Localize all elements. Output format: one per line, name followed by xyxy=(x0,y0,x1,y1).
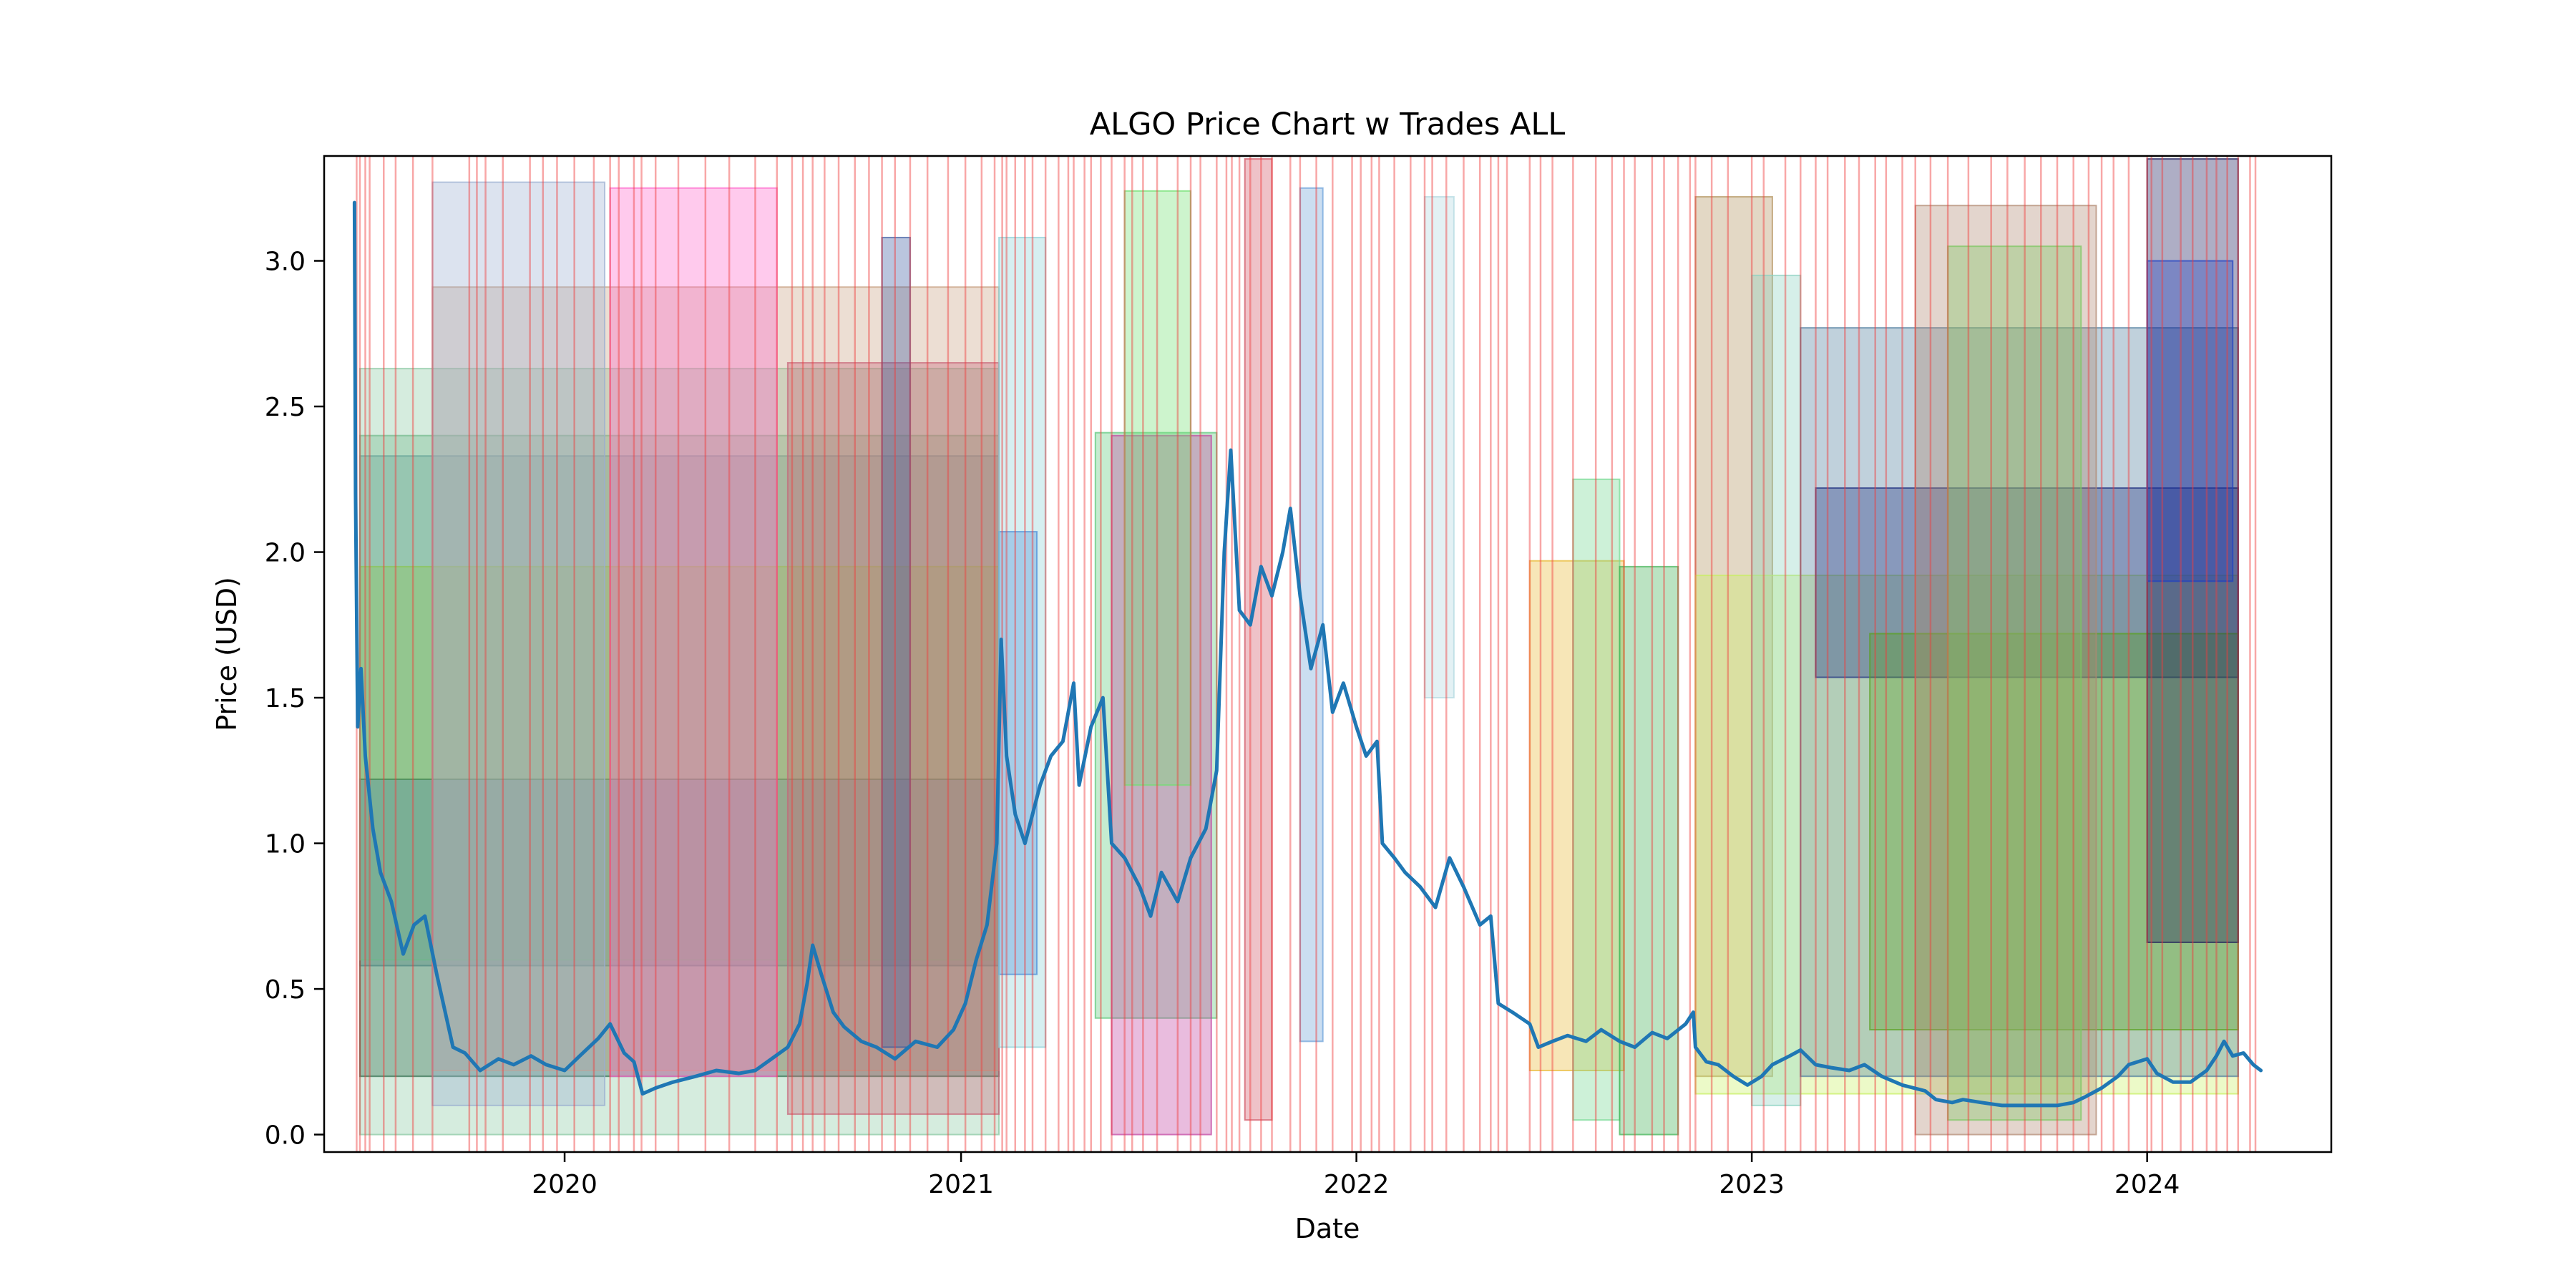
y-tick-label: 0.5 xyxy=(265,975,306,1005)
y-axis: 0.0 0.5 1.0 1.5 2.0 2.5 3.0 xyxy=(265,248,324,1151)
trade-box xyxy=(1947,245,2082,1121)
trade-box xyxy=(358,779,1000,1078)
y-tick-label: 1.0 xyxy=(265,830,306,859)
trade-box xyxy=(358,565,1000,781)
trade-box xyxy=(998,236,1047,1048)
trade-box xyxy=(1423,195,1455,699)
trade-box xyxy=(1800,327,2239,1078)
trade-box xyxy=(431,181,606,1106)
price-line xyxy=(352,200,2263,1108)
trade-box xyxy=(1094,431,1218,1019)
trade-box xyxy=(1572,478,1621,1121)
trade-box xyxy=(786,361,1000,1116)
y-tick-label: 0.0 xyxy=(265,1121,306,1151)
x-tick-label: 2021 xyxy=(928,1170,994,1199)
plot-frame xyxy=(323,155,2333,1153)
trade-boxes-layer xyxy=(358,158,2239,1136)
trade-box xyxy=(1751,274,1802,1106)
trade-box xyxy=(1619,565,1679,1136)
x-tick-label: 2023 xyxy=(1719,1170,1785,1199)
chart-title: ALGO Price Chart w Trades ALL xyxy=(1090,107,1566,142)
trade-box xyxy=(1694,195,1773,1078)
trade-box xyxy=(358,368,1000,1136)
trade-box xyxy=(1815,487,2239,678)
trade-box xyxy=(1914,205,2097,1136)
y-tick-label: 3.0 xyxy=(265,248,306,277)
x-tick-label: 2022 xyxy=(1324,1170,1390,1199)
trade-box xyxy=(1123,190,1192,786)
trade-box xyxy=(2146,260,2234,582)
y-tick-label: 2.5 xyxy=(265,393,306,422)
x-tick-label: 2020 xyxy=(532,1170,597,1199)
y-tick-label: 1.5 xyxy=(265,684,306,713)
trade-box xyxy=(1244,158,1273,1121)
x-axis-label: Date xyxy=(1295,1213,1360,1244)
trade-box xyxy=(609,187,778,1078)
y-axis-label: Price (USD) xyxy=(211,577,243,731)
x-axis: 2020 2021 2022 2023 2024 xyxy=(532,1152,2180,1199)
x-tick-label: 2024 xyxy=(2114,1170,2180,1199)
trade-box xyxy=(358,434,1000,961)
trade-box xyxy=(1528,560,1625,1072)
trade-box xyxy=(358,455,1000,967)
trade-box xyxy=(431,286,1000,1072)
price-line-layer xyxy=(352,200,2263,1108)
y-tick-label: 2.0 xyxy=(265,539,306,568)
trade-box xyxy=(2146,158,2239,943)
trade-box xyxy=(881,236,911,1048)
